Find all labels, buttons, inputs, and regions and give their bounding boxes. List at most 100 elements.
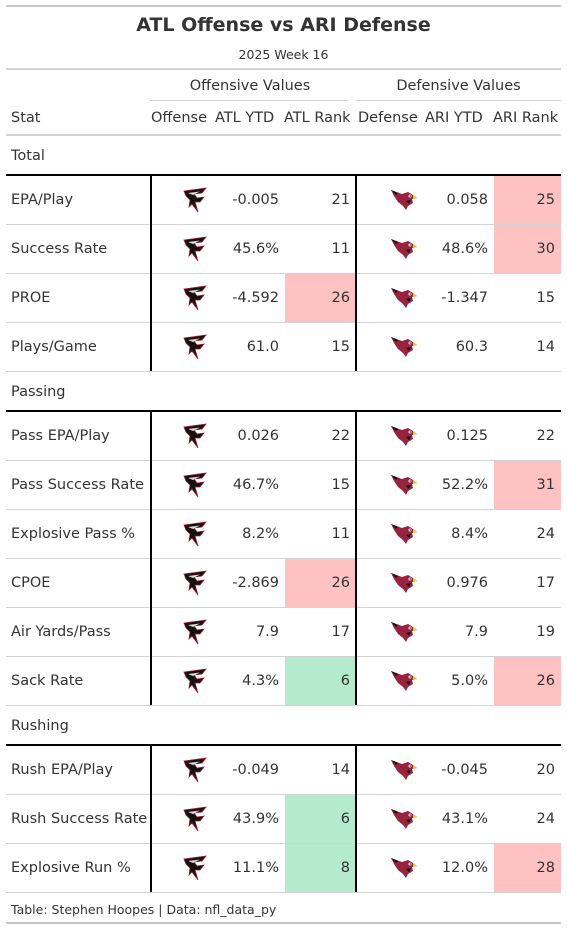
stat-label: Pass Success Rate — [11, 477, 144, 493]
offense-ytd-value: -2.869 — [232, 575, 279, 591]
table-row: Pass Success Rate 46.7% 15 52.2% 31 — [6, 461, 561, 510]
defense-ytd-value: 48.6% — [441, 241, 488, 257]
offense-logo-cell — [150, 510, 212, 558]
defense-rank-value: 24 — [536, 811, 555, 827]
offense-ytd-value: 7.9 — [255, 624, 279, 640]
defense-ytd-value: 52.2% — [441, 477, 488, 493]
table-row: Success Rate 45.6% 11 48.6% 30 — [6, 225, 561, 274]
offense-logo-cell — [150, 461, 212, 509]
falcon-logo-icon — [180, 185, 210, 215]
defense-rank-value: 22 — [536, 428, 555, 444]
defense-logo-cell — [356, 510, 421, 558]
stat-label: EPA/Play — [11, 192, 74, 208]
defense-logo-cell — [356, 274, 421, 322]
cardinal-logo-icon — [389, 470, 419, 500]
offense-rank-value: 11 — [331, 526, 350, 542]
offense-divider — [150, 410, 152, 705]
cardinal-logo-icon — [389, 755, 419, 785]
offense-logo-cell — [150, 225, 212, 273]
falcon-logo-icon — [180, 332, 210, 362]
stat-label: Explosive Pass % — [11, 526, 136, 542]
defense-ytd-value: 0.058 — [446, 192, 488, 208]
offense-ytd-value: 4.3% — [242, 673, 279, 689]
offense-rank-value: 22 — [331, 428, 350, 444]
col-head-offense: Offense — [151, 110, 207, 126]
offense-logo-cell — [150, 795, 212, 843]
offense-rank-value: 21 — [331, 192, 350, 208]
offense-rank-value: 15 — [331, 339, 350, 355]
table-row: Rush EPA/Play -0.049 14 -0.045 20 — [6, 746, 561, 795]
table-row: EPA/Play -0.005 21 0.058 25 — [6, 176, 561, 225]
group-rule — [6, 174, 561, 176]
stat-label: Pass EPA/Play — [11, 428, 110, 444]
cardinal-logo-icon — [389, 519, 419, 549]
defense-divider — [355, 410, 357, 705]
defense-ytd-value: 8.4% — [451, 526, 488, 542]
stat-label: Rush EPA/Play — [11, 762, 113, 778]
table-title: ATL Offense vs ARI Defense — [136, 14, 431, 36]
falcon-logo-icon — [180, 617, 210, 647]
col-head-off-rank: ATL Rank — [284, 110, 351, 126]
defense-rank-value: 28 — [494, 844, 561, 892]
offense-ytd-value: 61.0 — [246, 339, 279, 355]
column-header-rule — [6, 134, 561, 136]
falcon-logo-icon — [180, 804, 210, 834]
defense-rank-value: 15 — [536, 290, 555, 306]
col-head-defense: Defense — [358, 110, 418, 126]
defense-rank-value: 19 — [536, 624, 555, 640]
falcon-logo-icon — [180, 470, 210, 500]
col-head-off-ytd: ATL YTD — [215, 110, 275, 126]
cardinal-logo-icon — [389, 666, 419, 696]
col-head-stat: Stat — [11, 110, 41, 126]
stat-label: Plays/Game — [11, 339, 97, 355]
defense-logo-cell — [356, 559, 421, 607]
offense-ytd-value: -4.592 — [232, 290, 279, 306]
offense-logo-cell — [150, 746, 212, 794]
falcon-logo-icon — [180, 755, 210, 785]
offensive-spanner-line — [150, 100, 348, 101]
defense-rank-value: 25 — [494, 176, 561, 224]
table-row: Explosive Run % 11.1% 8 12.0% 28 — [6, 844, 561, 893]
defense-ytd-value: 12.0% — [441, 860, 488, 876]
stat-label: CPOE — [11, 575, 51, 591]
stat-label: Success Rate — [11, 241, 108, 257]
defense-ytd-value: 43.1% — [441, 811, 488, 827]
offense-ytd-value: -0.049 — [232, 762, 279, 778]
group-rule — [6, 744, 561, 746]
falcon-logo-icon — [180, 666, 210, 696]
offense-ytd-value: 0.026 — [237, 428, 279, 444]
defense-logo-cell — [356, 176, 421, 224]
cardinal-logo-icon — [389, 185, 419, 215]
table-row: Pass EPA/Play 0.026 22 0.125 22 — [6, 412, 561, 461]
defense-logo-cell — [356, 225, 421, 273]
group-rule — [6, 410, 561, 412]
defense-logo-cell — [356, 412, 421, 460]
falcon-logo-icon — [180, 568, 210, 598]
offense-rank-value: 8 — [285, 844, 356, 892]
offense-ytd-value: 46.7% — [232, 477, 279, 493]
stat-label: Rush Success Rate — [11, 811, 148, 827]
cardinal-logo-icon — [389, 421, 419, 451]
col-head-def-rank: ARI Rank — [493, 110, 559, 126]
table-row: CPOE -2.869 26 0.976 17 — [6, 559, 561, 608]
table-row: Explosive Pass % 8.2% 11 8.4% 24 — [6, 510, 561, 559]
defense-ytd-value: 7.9 — [464, 624, 488, 640]
offense-logo-cell — [150, 559, 212, 607]
defense-rank-value: 14 — [536, 339, 555, 355]
offense-rank-value: 14 — [331, 762, 350, 778]
falcon-logo-icon — [180, 421, 210, 451]
table-row: PROE -4.592 26 -1.347 15 — [6, 274, 561, 323]
defense-ytd-value: 0.125 — [446, 428, 488, 444]
table-subtitle: 2025 Week 16 — [238, 47, 329, 62]
defense-ytd-value: -0.045 — [441, 762, 488, 778]
bottom-rule — [6, 922, 561, 924]
offense-rank-value: 11 — [331, 241, 350, 257]
defense-rank-value: 30 — [494, 225, 561, 273]
table-row: Plays/Game 61.0 15 60.3 14 — [6, 323, 561, 372]
table-row: Sack Rate 4.3% 6 5.0% 26 — [6, 657, 561, 706]
falcon-logo-icon — [180, 519, 210, 549]
top-rule — [6, 5, 561, 7]
defense-logo-cell — [356, 323, 421, 371]
defense-divider — [355, 174, 357, 371]
offense-logo-cell — [150, 323, 212, 371]
